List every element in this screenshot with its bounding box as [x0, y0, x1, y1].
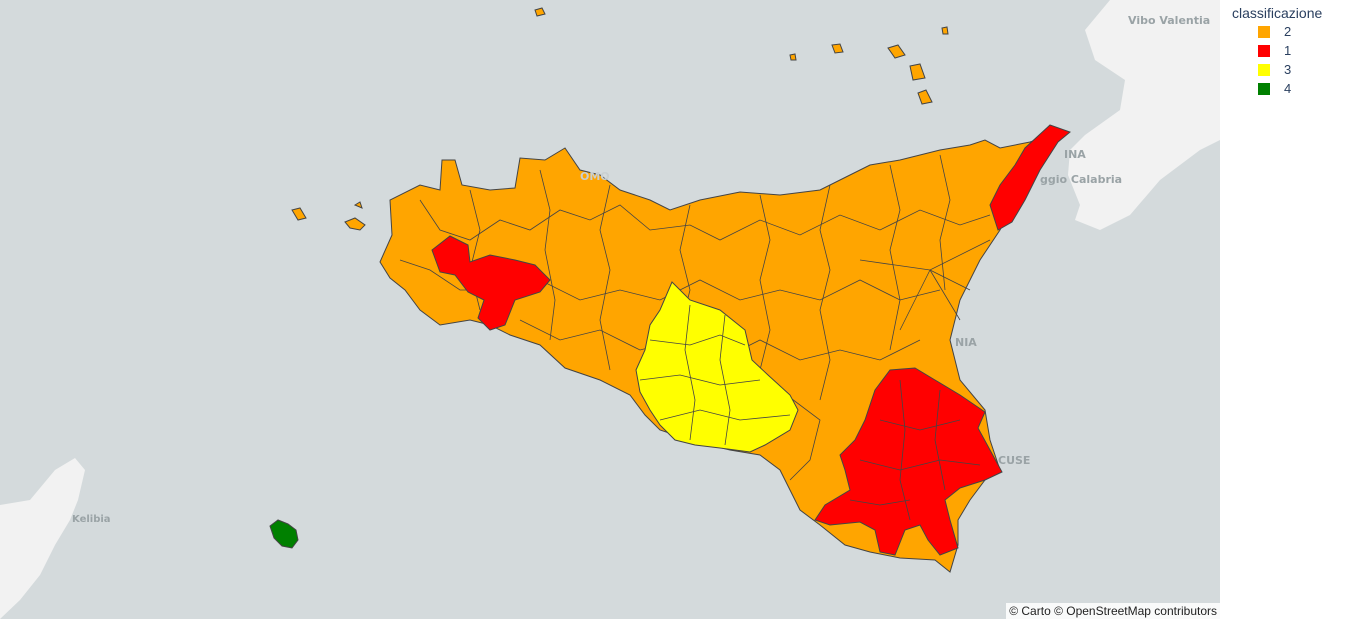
legend-title: classificazione — [1232, 5, 1323, 21]
region-class-1-northeast — [989, 124, 1071, 231]
southeast-borders — [849, 379, 981, 521]
legend-item[interactable]: 1 — [1228, 41, 1346, 60]
commune-borders — [399, 154, 991, 481]
place-label: NIA — [955, 336, 977, 349]
legend-swatch — [1258, 63, 1270, 76]
place-label: Vibo Valentia — [1128, 14, 1211, 27]
choropleth-map[interactable]: Vibo Valentia INA ggio Calabria OMO NIA … — [0, 0, 1220, 619]
map-attribution[interactable]: © Carto © OpenStreetMap contributors — [1006, 603, 1220, 619]
place-label: ggio Calabria — [1040, 173, 1123, 186]
region-class-1-west — [431, 235, 551, 331]
legend-swatch — [1258, 82, 1270, 95]
legend-label: 2 — [1284, 24, 1292, 39]
legend-item[interactable]: 2 — [1228, 22, 1346, 41]
legend-swatch — [1258, 25, 1270, 38]
legend-item[interactable]: 4 — [1228, 79, 1346, 98]
region-class-1-southeast — [814, 367, 1003, 556]
legend: classificazione 2 1 3 4 — [1228, 4, 1346, 98]
land-calabria — [1068, 0, 1220, 230]
legend-swatch — [1258, 44, 1270, 57]
place-label: CUSE — [998, 454, 1031, 467]
region-class-4 — [269, 519, 299, 549]
region-class-3 — [635, 281, 799, 453]
small-islands — [291, 7, 949, 231]
legend-item[interactable]: 3 — [1228, 60, 1346, 79]
place-label: Kelibia — [72, 514, 111, 525]
map-canvas[interactable] — [0, 0, 1220, 619]
legend-label: 4 — [1284, 81, 1292, 96]
central-borders — [639, 304, 791, 446]
place-label: OMO — [580, 170, 610, 183]
place-label: INA — [1064, 148, 1086, 161]
land-tunisia — [0, 458, 85, 619]
legend-label: 1 — [1284, 43, 1292, 58]
legend-label: 3 — [1284, 62, 1292, 77]
